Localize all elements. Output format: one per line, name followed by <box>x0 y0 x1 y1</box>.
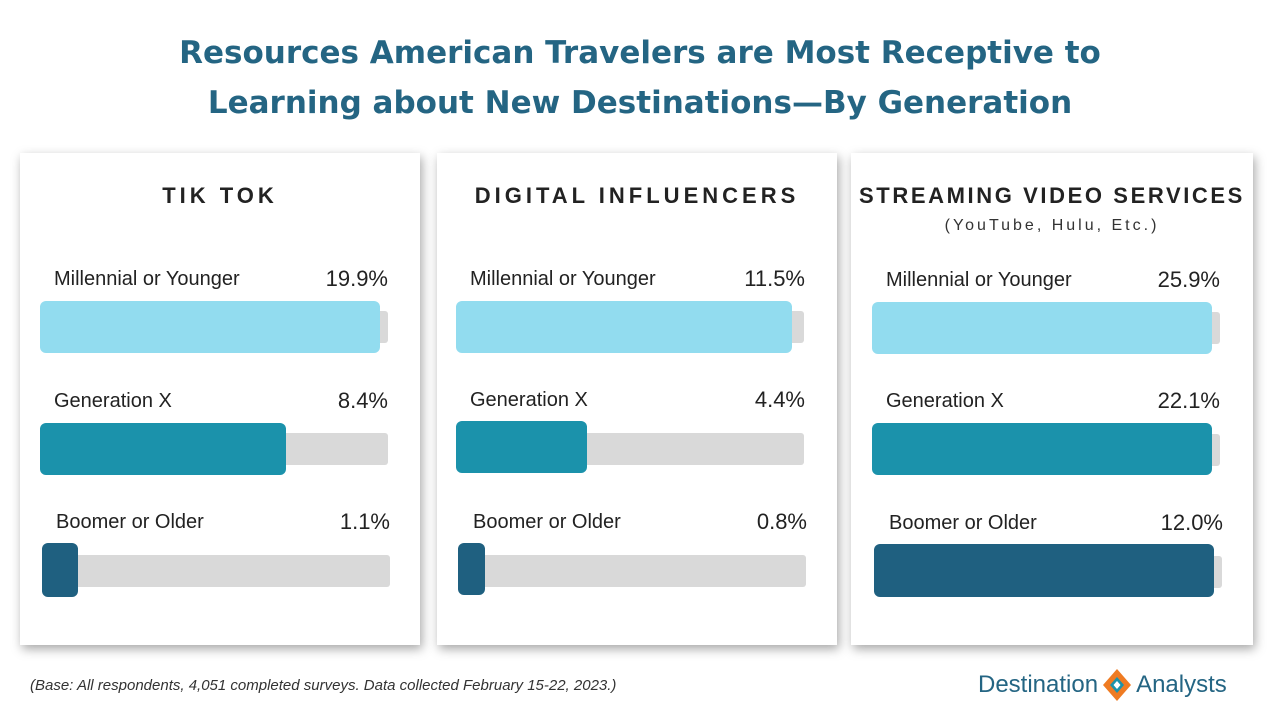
chart-title-line-1: Resources American Travelers are Most Re… <box>179 35 1101 71</box>
bar-boomer <box>874 544 1214 597</box>
value-label: 8.4% <box>337 388 388 413</box>
bar-boomer <box>458 543 486 595</box>
value-label: 4.4% <box>754 387 805 412</box>
panel-tiktok: TIK TOK Millennial or Younger 19.9% Gene… <box>20 153 420 645</box>
chart-title: Resources American Travelers are Most Re… <box>0 28 1280 128</box>
footnote: (Base: All respondents, 4,051 completed … <box>30 677 617 694</box>
panel-streaming-video: STREAMING VIDEO SERVICES (YouTube, Hulu,… <box>851 153 1253 645</box>
panel-digital-influencers: DIGITAL INFLUENCERS Millennial or Younge… <box>437 153 837 645</box>
category-label: Millennial or Younger <box>470 268 656 290</box>
category-label: Generation X <box>886 390 1004 412</box>
bar-millennial <box>456 301 792 353</box>
bar-track <box>466 555 806 587</box>
category-label: Boomer or Older <box>56 511 204 533</box>
value-label: 0.8% <box>756 509 807 534</box>
value-label: 19.9% <box>325 266 388 291</box>
panel-title: DIGITAL INFLUENCERS <box>474 183 800 208</box>
bar-generation-x <box>40 423 287 475</box>
bar-generation-x <box>456 421 587 473</box>
panel-title: TIK TOK <box>162 183 278 208</box>
bar-track <box>50 555 390 587</box>
value-label: 22.1% <box>1157 388 1220 413</box>
category-label: Millennial or Younger <box>886 269 1072 291</box>
category-label: Boomer or Older <box>889 512 1037 534</box>
bar-boomer <box>42 543 78 597</box>
diamond-logo-icon <box>1103 669 1132 701</box>
panel-title: STREAMING VIDEO SERVICES <box>859 183 1245 208</box>
value-label: 25.9% <box>1157 267 1220 292</box>
value-label: 12.0% <box>1160 510 1223 535</box>
bar-millennial <box>872 302 1212 354</box>
bar-generation-x <box>872 423 1212 475</box>
category-label: Millennial or Younger <box>54 268 240 290</box>
value-label: 11.5% <box>744 266 805 291</box>
panel-subtitle: (YouTube, Hulu, Etc.) <box>944 217 1160 234</box>
category-label: Generation X <box>54 390 172 412</box>
chart-title-line-2: Learning about New Destinations—By Gener… <box>207 85 1073 121</box>
category-label: Boomer or Older <box>473 511 621 533</box>
logo-text-left: Destination <box>978 671 1099 698</box>
bar-millennial <box>40 301 380 353</box>
value-label: 1.1% <box>339 509 390 534</box>
category-label: Generation X <box>470 389 588 411</box>
logo-text-right: Analysts <box>1136 671 1227 698</box>
destination-analysts-logo: Destination Analysts <box>978 668 1227 702</box>
